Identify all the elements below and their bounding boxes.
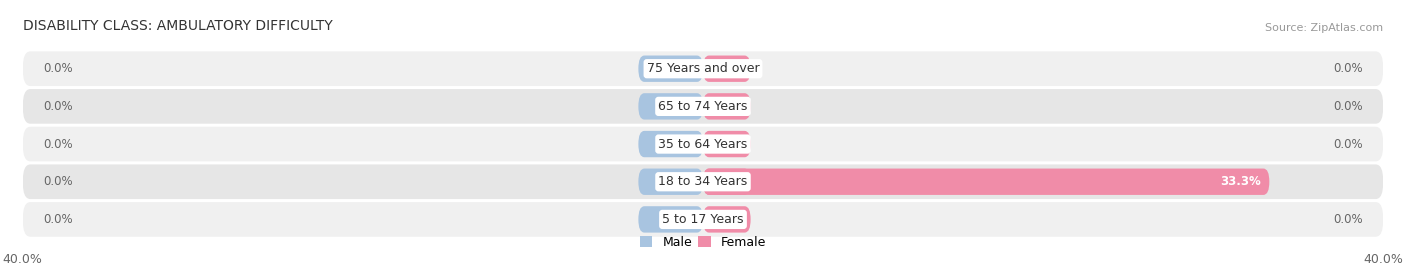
Text: 0.0%: 0.0% [1333,137,1362,151]
Text: 0.0%: 0.0% [44,175,73,188]
Text: 0.0%: 0.0% [44,137,73,151]
FancyBboxPatch shape [638,169,703,195]
FancyBboxPatch shape [703,206,751,233]
FancyBboxPatch shape [703,131,751,157]
FancyBboxPatch shape [22,127,1384,161]
FancyBboxPatch shape [703,169,751,195]
Text: 35 to 64 Years: 35 to 64 Years [658,137,748,151]
Text: 0.0%: 0.0% [1333,100,1362,113]
FancyBboxPatch shape [703,55,751,82]
Text: 5 to 17 Years: 5 to 17 Years [662,213,744,226]
FancyBboxPatch shape [22,164,1384,199]
Text: 0.0%: 0.0% [44,62,73,75]
FancyBboxPatch shape [22,202,1384,237]
Text: 0.0%: 0.0% [1333,62,1362,75]
FancyBboxPatch shape [638,131,703,157]
Text: 0.0%: 0.0% [44,100,73,113]
Text: 65 to 74 Years: 65 to 74 Years [658,100,748,113]
Text: 33.3%: 33.3% [1220,175,1261,188]
Legend: Male, Female: Male, Female [636,231,770,254]
FancyBboxPatch shape [703,169,1270,195]
Text: 18 to 34 Years: 18 to 34 Years [658,175,748,188]
FancyBboxPatch shape [638,93,703,120]
Text: Source: ZipAtlas.com: Source: ZipAtlas.com [1265,23,1384,33]
FancyBboxPatch shape [638,55,703,82]
FancyBboxPatch shape [22,89,1384,124]
FancyBboxPatch shape [22,51,1384,86]
Text: 0.0%: 0.0% [1333,213,1362,226]
Text: DISABILITY CLASS: AMBULATORY DIFFICULTY: DISABILITY CLASS: AMBULATORY DIFFICULTY [22,19,332,33]
FancyBboxPatch shape [638,206,703,233]
Text: 75 Years and over: 75 Years and over [647,62,759,75]
FancyBboxPatch shape [703,93,751,120]
Text: 0.0%: 0.0% [44,213,73,226]
